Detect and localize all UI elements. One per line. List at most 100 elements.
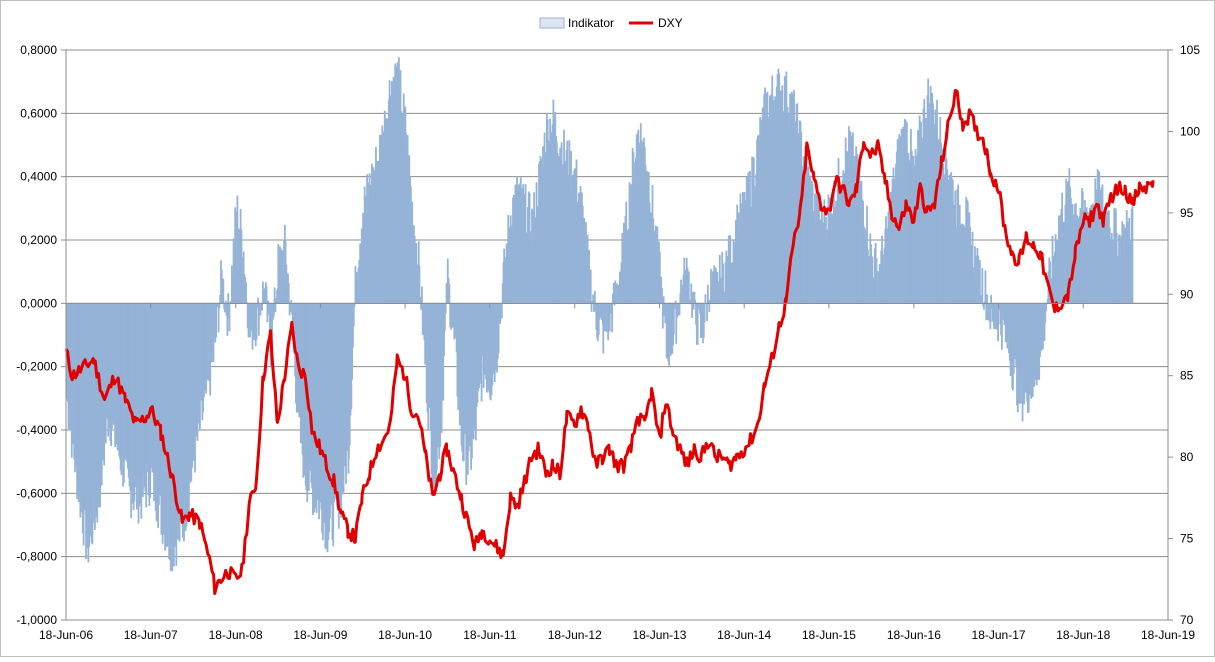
indikator-bar xyxy=(611,303,613,332)
right-tick-label: 85 xyxy=(1180,369,1194,383)
indikator-bar xyxy=(986,294,988,303)
indikator-bar xyxy=(224,303,226,312)
legend: Indikator DXY xyxy=(540,16,683,30)
indikator-bar xyxy=(983,303,985,309)
right-tick-label: 105 xyxy=(1180,43,1200,57)
right-tick-label: 100 xyxy=(1180,124,1200,138)
x-tick-label: 18-Jun-17 xyxy=(972,628,1026,642)
indikator-bar xyxy=(266,286,268,303)
indikator-bar xyxy=(708,303,710,312)
right-tick-label: 75 xyxy=(1180,532,1194,546)
indikator-bar xyxy=(607,303,609,340)
right-tick-label: 90 xyxy=(1180,287,1194,301)
indikator-bar xyxy=(215,303,217,337)
x-tick-label: 18-Jun-15 xyxy=(802,628,856,642)
left-tick-label: 0,4000 xyxy=(20,170,57,184)
indikator-bar xyxy=(275,303,277,312)
x-tick-label: 18-Jun-11 xyxy=(463,628,516,642)
x-tick-label: 18-Jun-14 xyxy=(717,628,771,642)
x-tick-label: 18-Jun-13 xyxy=(632,628,686,642)
x-tick-label: 18-Jun-19 xyxy=(1141,628,1195,642)
left-tick-label: 0,2000 xyxy=(20,233,57,247)
indikator-bar xyxy=(674,303,676,309)
right-tick-label: 70 xyxy=(1180,613,1194,627)
indikator-bar xyxy=(222,279,224,304)
indikator-bar xyxy=(688,272,690,304)
indikator-bar xyxy=(218,303,220,308)
indikator-bar xyxy=(693,303,695,309)
indikator-bar xyxy=(706,303,708,321)
indikator-bar xyxy=(985,270,987,303)
indikator-bar xyxy=(257,298,259,304)
indikator-bar xyxy=(613,283,615,303)
indikator-bar xyxy=(990,295,992,303)
x-tick-label: 18-Jun-06 xyxy=(39,628,93,642)
indikator-bar xyxy=(593,303,595,312)
indikator-bar xyxy=(258,303,260,335)
x-tick-label: 18-Jun-08 xyxy=(209,628,263,642)
indikator-bar xyxy=(449,284,451,303)
indikator-bar xyxy=(662,303,664,328)
indikator-bar xyxy=(661,288,663,303)
indikator-bar xyxy=(594,291,596,303)
indikator-bar xyxy=(419,297,421,303)
indikator-bar xyxy=(719,255,721,303)
indikator-bar xyxy=(354,303,356,306)
indikator-bar xyxy=(353,303,355,326)
indikator-bar xyxy=(1132,199,1134,303)
indikator-bar xyxy=(697,303,699,345)
indikator-bar xyxy=(420,303,422,310)
indikator-bar xyxy=(288,283,290,303)
left-tick-label: -0,2000 xyxy=(16,360,57,374)
right-tick-label: 95 xyxy=(1180,206,1194,220)
indikator-bar xyxy=(592,294,594,303)
x-tick-label: 18-Jun-10 xyxy=(378,628,432,642)
indikator-bar xyxy=(256,303,258,339)
left-tick-label: 0,6000 xyxy=(20,106,57,120)
indikator-bar xyxy=(261,303,263,310)
legend-label-indikator: Indikator xyxy=(568,16,614,30)
indikator-bar xyxy=(445,303,447,313)
indikator-bar xyxy=(694,300,696,303)
x-tick-label: 18-Jun-16 xyxy=(887,628,941,642)
legend-label-dxy: DXY xyxy=(658,16,683,30)
indikator-bar xyxy=(704,303,706,322)
indikator-bar xyxy=(590,270,592,304)
indikator-bar xyxy=(290,303,292,312)
indikator-bar xyxy=(690,283,692,303)
x-tick-label: 18-Jun-18 xyxy=(1056,628,1110,642)
indikator-bar xyxy=(591,303,593,312)
indikator-bar xyxy=(256,303,258,307)
x-tick-label: 18-Jun-09 xyxy=(293,628,347,642)
indikator-bar xyxy=(683,258,685,303)
indikator-bar xyxy=(981,268,983,303)
left-tick-label: 0,8000 xyxy=(20,43,57,57)
indikator-bar xyxy=(221,270,223,303)
indikator-bar xyxy=(692,292,694,303)
left-tick-label: 0,0000 xyxy=(20,296,57,310)
left-tick-label: -0,4000 xyxy=(16,423,57,437)
indikator-bar xyxy=(273,303,275,316)
right-tick-label: 80 xyxy=(1180,450,1194,464)
indikator-bar xyxy=(1045,303,1047,311)
indikator-bar xyxy=(663,296,665,303)
indikator-bar xyxy=(985,303,987,320)
indikator-bar xyxy=(267,303,269,322)
indikator-bar xyxy=(421,286,423,303)
indikator-bar xyxy=(227,293,229,303)
indikator-bar xyxy=(274,287,276,303)
left-tick-label: -0,8000 xyxy=(16,550,57,564)
indikator-bar xyxy=(679,303,681,315)
legend-swatch-indikator xyxy=(540,18,564,28)
indikator-bar xyxy=(705,294,707,303)
indikator-bar xyxy=(290,300,292,303)
x-tick-label: 18-Jun-07 xyxy=(124,628,178,642)
indikator-bar xyxy=(977,255,979,303)
left-tick-label: -0,6000 xyxy=(16,486,57,500)
indikator-bar xyxy=(691,303,693,318)
indikator-bar xyxy=(245,282,247,303)
indikator-bar xyxy=(501,303,503,318)
indikator-bar xyxy=(499,303,501,323)
